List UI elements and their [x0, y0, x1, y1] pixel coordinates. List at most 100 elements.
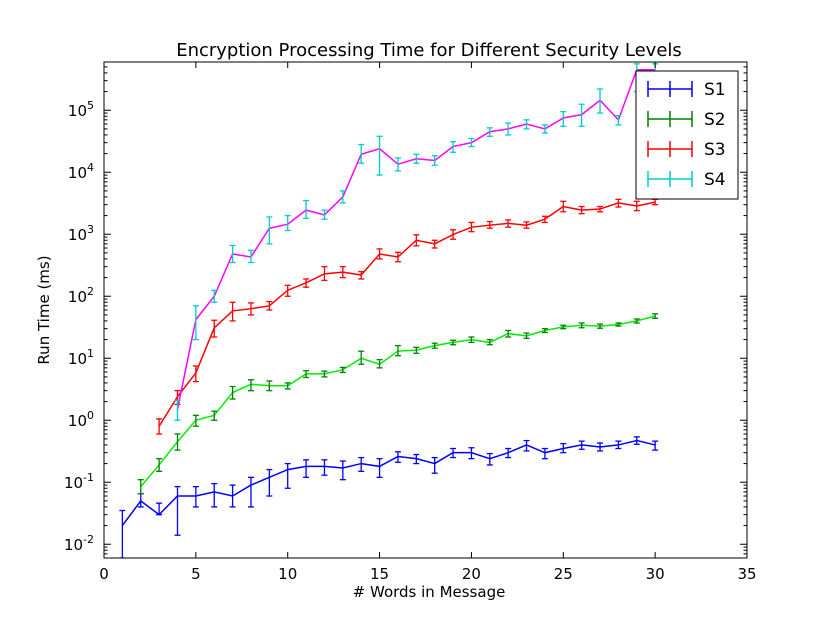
errorbar-s1 — [156, 502, 163, 516]
errorbar-s1 — [174, 485, 181, 536]
x-tick-label: 35 — [737, 565, 756, 583]
errorbar-s2 — [339, 366, 346, 374]
errorbar-s4 — [468, 137, 475, 148]
errorbar-s1 — [431, 456, 438, 474]
errorbar-s3 — [266, 300, 273, 311]
errorbar-s1 — [229, 484, 236, 508]
errorbar-s3 — [597, 205, 604, 213]
errorbar-s2 — [486, 338, 493, 346]
errorbar-s4 — [505, 122, 512, 136]
errorbar-s4 — [431, 155, 438, 166]
errorbar-s4 — [192, 305, 199, 341]
errorbar-s1 — [247, 476, 254, 508]
y-tick-label: 102 — [68, 285, 94, 306]
x-tick-label: 20 — [462, 565, 481, 583]
errorbar-s2 — [247, 379, 254, 392]
y-tick-label: 100 — [68, 409, 94, 430]
errorbar-s1 — [505, 447, 512, 459]
x-tick-label: 10 — [278, 565, 297, 583]
legend-box — [635, 70, 739, 200]
errorbar-s2 — [541, 328, 548, 334]
legend-entry-s4: S4 — [647, 170, 726, 190]
errorbar-s2 — [560, 324, 567, 330]
errorbar-s2 — [192, 414, 199, 427]
errorbar-s2 — [303, 370, 310, 379]
legend-label: S3 — [704, 140, 726, 160]
errorbar-s4 — [303, 199, 310, 220]
legend-entry-s3: S3 — [647, 140, 726, 160]
errorbar-s1 — [211, 482, 218, 508]
series-line-s3 — [158, 201, 656, 427]
errorbar-s4 — [450, 141, 457, 153]
series-s3 — [156, 198, 659, 435]
errorbar-s4 — [560, 110, 567, 127]
y-tick-label: 104 — [68, 161, 94, 182]
errorbar-s2 — [597, 323, 604, 329]
errorbar-s1 — [450, 447, 457, 459]
x-axis-label: # Words in Message — [353, 583, 506, 601]
errorbar-s1 — [523, 439, 530, 452]
errorbar-s4 — [615, 114, 622, 126]
errorbar-s4 — [284, 214, 291, 232]
errorbar-s1 — [615, 440, 622, 450]
errorbar-s1 — [560, 442, 567, 454]
legend-entry-s2: S2 — [647, 110, 726, 130]
errorbar-s1 — [578, 440, 585, 450]
errorbar-s2 — [523, 332, 530, 339]
y-tick-label: 103 — [68, 223, 94, 244]
series-s1 — [119, 436, 659, 558]
errorbar-s2 — [321, 370, 328, 378]
errorbar-s3 — [615, 198, 622, 208]
errorbar-s1 — [358, 456, 365, 472]
errorbar-s2 — [431, 342, 438, 349]
errorbar-s2 — [266, 380, 273, 392]
errorbar-s3 — [505, 219, 512, 228]
errorbar-s2 — [156, 458, 163, 472]
errorbar-s4 — [229, 244, 236, 264]
errorbar-s1 — [652, 440, 659, 451]
errorbar-s1 — [284, 462, 291, 489]
errorbar-s1 — [119, 509, 126, 558]
errorbar-s2 — [394, 344, 401, 357]
errorbar-s3 — [321, 266, 328, 282]
errorbar-s4 — [597, 88, 604, 114]
errorbar-s2 — [376, 358, 383, 369]
series-s4 — [174, 63, 659, 421]
errorbar-s1 — [303, 459, 310, 478]
errorbar-s3 — [523, 221, 530, 229]
series-s2 — [137, 313, 659, 495]
errorbar-s4 — [578, 103, 585, 127]
x-tick-label: 0 — [99, 565, 109, 583]
x-tick-label: 5 — [191, 565, 201, 583]
errorbar-s3 — [247, 302, 254, 316]
errorbar-s3 — [541, 215, 548, 224]
errorbar-s2 — [633, 318, 640, 324]
x-tick-label: 25 — [554, 565, 573, 583]
errorbar-s4 — [339, 190, 346, 204]
errorbar-s2 — [211, 410, 218, 421]
x-tick-label: 30 — [646, 565, 665, 583]
errorbar-s4 — [376, 135, 383, 176]
errorbar-s2 — [450, 339, 457, 346]
errorbar-s4 — [174, 399, 181, 421]
errorbar-s3 — [468, 221, 475, 233]
y-tick-label: 10-1 — [64, 471, 94, 492]
errorbar-s3 — [156, 418, 163, 435]
errorbar-s2 — [505, 329, 512, 338]
errorbar-s4 — [394, 157, 401, 172]
errorbar-s3 — [192, 365, 199, 383]
errorbar-s3 — [431, 239, 438, 249]
y-axis: 10-2 10-1 100 101 102 103 104 105 — [64, 61, 747, 559]
errorbar-s4 — [523, 119, 530, 130]
errorbar-s2 — [578, 322, 585, 329]
errorbar-s4 — [321, 209, 328, 220]
x-axis: 0 5 10 15 20 25 30 35 — [99, 62, 757, 583]
legend-label: S4 — [704, 170, 726, 190]
legend-label: S2 — [704, 110, 726, 130]
errorbar-s1 — [468, 447, 475, 460]
errorbar-s2 — [284, 382, 291, 390]
y-tick-label: 105 — [68, 99, 94, 120]
errorbar-s1 — [413, 453, 420, 465]
errorbar-s2 — [615, 322, 622, 327]
errorbar-s1 — [266, 468, 273, 497]
